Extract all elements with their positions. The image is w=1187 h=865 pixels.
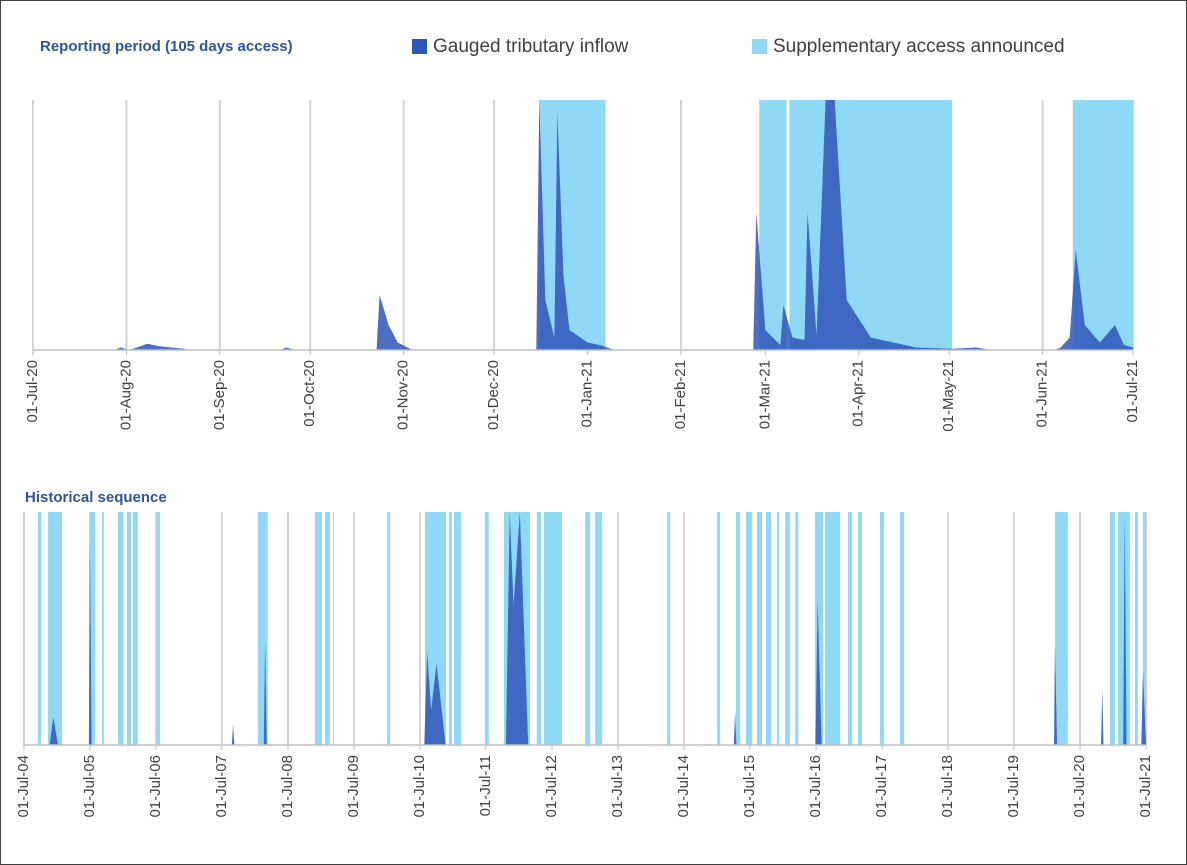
access-band (127, 512, 131, 745)
access-band (89, 512, 96, 745)
x-tick-label: 01-Jul-19 (1005, 755, 1022, 818)
x-tick-label: 01-Jul-11 (477, 755, 494, 816)
x-tick-label: 01-Jul-14 (675, 755, 692, 818)
access-band (117, 512, 124, 745)
legend-swatch (412, 39, 427, 54)
access-band (756, 512, 763, 745)
access-band (785, 512, 791, 745)
access-band (1142, 512, 1146, 745)
access-band (667, 512, 671, 745)
chart-title: Historical sequence (25, 489, 167, 506)
access-band (333, 512, 335, 745)
x-tick-label: 01-Jul-13 (609, 755, 626, 818)
x-tick-label: 01-Jul-21 (1137, 755, 1154, 818)
access-band (448, 512, 452, 745)
x-tick-label: 01-Jul-10 (411, 755, 428, 818)
access-band (48, 512, 62, 745)
access-band (1110, 512, 1115, 745)
access-band (101, 512, 104, 745)
x-tick-label: 01-Jul-08 (279, 755, 296, 818)
access-band (815, 512, 824, 745)
x-tick-label: 01-Jul-05 (81, 755, 98, 818)
x-tick-label: 01-Jul-06 (147, 755, 164, 818)
x-tick-label: 01-Feb-21 (672, 360, 689, 429)
x-tick-label: 01-Mar-21 (756, 360, 773, 429)
access-band (848, 512, 852, 745)
access-band (900, 512, 905, 745)
x-tick-label: 01-Jul-12 (543, 755, 560, 818)
access-band (789, 100, 953, 350)
access-band (795, 512, 799, 745)
access-band (484, 512, 489, 745)
x-tick-label: 01-Jul-20 (24, 360, 41, 423)
x-tick-label: 01-Aug-20 (117, 360, 134, 430)
x-tick-label: 01-Jan-21 (578, 360, 595, 428)
access-band (314, 512, 322, 745)
x-tick-label: 01-Jun-21 (1034, 360, 1051, 428)
access-band (776, 512, 779, 745)
x-tick-label: 01-Jul-21 (1124, 360, 1141, 423)
x-tick-label: 01-Sep-20 (211, 360, 228, 430)
access-band (536, 512, 541, 745)
access-band (325, 512, 330, 745)
legend-label: Supplementary access announced (773, 36, 1065, 57)
access-band (453, 512, 461, 745)
access-band (387, 512, 391, 745)
access-band (1054, 512, 1068, 745)
access-band (759, 100, 787, 350)
x-tick-label: 01-Jul-18 (939, 755, 956, 818)
x-tick-label: 01-Jul-07 (213, 755, 230, 818)
chart-title: Reporting period (105 days access) (40, 38, 293, 55)
x-tick-label: 01-Jul-09 (345, 755, 362, 818)
x-tick-label: 01-Apr-21 (850, 360, 867, 427)
access-band (735, 512, 740, 745)
access-band (1134, 512, 1138, 745)
x-tick-label: 01-Jul-20 (1071, 755, 1088, 818)
access-band (595, 512, 603, 745)
x-tick-label: 01-May-21 (940, 360, 957, 432)
access-band (585, 512, 591, 745)
access-band (539, 100, 606, 350)
access-band (765, 512, 772, 745)
x-tick-label: 01-Oct-20 (301, 360, 318, 427)
legend-swatch (752, 39, 767, 54)
x-tick-label: 01-Dec-20 (485, 360, 502, 430)
access-band (1117, 512, 1130, 745)
access-band (156, 512, 160, 745)
x-tick-label: 01-Jul-16 (807, 755, 824, 818)
x-tick-label: 01-Jul-15 (741, 755, 758, 818)
access-band (1072, 100, 1133, 350)
access-band (424, 512, 446, 745)
access-band (257, 512, 268, 745)
access-band (857, 512, 862, 745)
access-band (37, 512, 41, 745)
access-band (132, 512, 138, 745)
access-band (717, 512, 721, 745)
access-band (745, 512, 752, 745)
access-band (825, 512, 841, 745)
access-band (543, 512, 562, 745)
x-tick-label: 01-Jul-04 (15, 755, 32, 818)
access-band (880, 512, 884, 745)
x-tick-label: 01-Jul-17 (873, 755, 890, 818)
legend-label: Gauged tributary inflow (433, 36, 629, 57)
x-tick-label: 01-Nov-20 (395, 360, 412, 430)
